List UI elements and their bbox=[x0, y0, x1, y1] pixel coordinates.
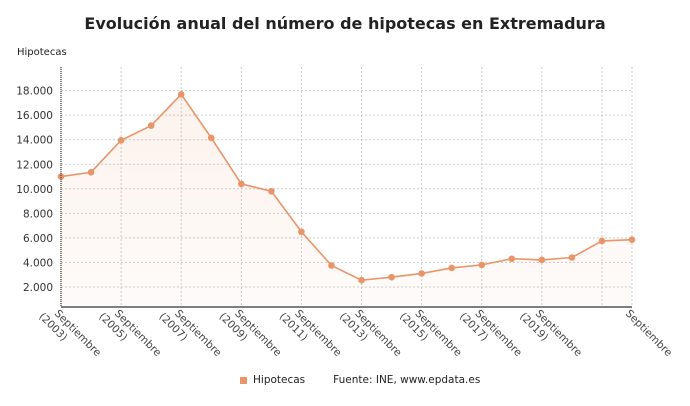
data-point bbox=[57, 173, 65, 180]
series-line bbox=[60, 93, 633, 282]
y-tick-label: 8.000 bbox=[23, 208, 53, 220]
x-tick-label: Septiembre(2003) bbox=[36, 301, 103, 368]
data-point bbox=[628, 236, 636, 244]
x-tick-label: Septiembre(2015) bbox=[397, 301, 464, 368]
y-tick-label: 16.000 bbox=[16, 110, 53, 122]
data-point bbox=[358, 276, 365, 284]
data-point bbox=[328, 262, 335, 269]
data-point bbox=[538, 256, 546, 264]
x-tick-label: Septiembre(2005) bbox=[96, 301, 163, 368]
data-point bbox=[147, 122, 155, 129]
legend: Hipotecas Fuente: INE, www.epdata.es bbox=[240, 374, 480, 386]
y-axis-label: Hipotecas bbox=[17, 47, 67, 58]
legend-label: Hipotecas bbox=[253, 374, 306, 386]
data-point bbox=[478, 261, 486, 269]
data-point bbox=[117, 137, 125, 144]
y-tick-label: 14.000 bbox=[16, 135, 53, 147]
data-point bbox=[508, 255, 516, 263]
y-tick-label: 4.000 bbox=[23, 257, 53, 269]
data-point bbox=[177, 91, 185, 98]
y-tick-label: 2.000 bbox=[23, 282, 53, 294]
x-tick-label: Septiembre(2011) bbox=[277, 301, 344, 368]
data-point bbox=[388, 273, 395, 281]
x-tick-label: Septiembre(2013) bbox=[337, 301, 404, 368]
x-tick-label: Septiembre bbox=[623, 308, 674, 359]
x-tick-label: Septiembre(2007) bbox=[157, 301, 224, 368]
y-tick-label: 18.000 bbox=[16, 86, 53, 98]
x-tick-label: Septiembre(2017) bbox=[457, 301, 524, 368]
y-tick-label: 10.000 bbox=[16, 184, 53, 196]
data-point bbox=[418, 270, 425, 277]
data-point bbox=[568, 254, 576, 261]
data-point bbox=[238, 180, 245, 188]
area-fill bbox=[61, 94, 632, 307]
data-point bbox=[448, 264, 455, 272]
data-point bbox=[87, 168, 95, 176]
x-tick-label: Septiembre(2019) bbox=[517, 301, 584, 368]
data-point bbox=[268, 187, 275, 195]
y-tick-label: 12.000 bbox=[16, 159, 53, 171]
legend-swatch bbox=[240, 376, 247, 384]
data-point bbox=[598, 237, 606, 245]
y-tick-label: 6.000 bbox=[23, 233, 53, 245]
source-text: Fuente: INE, www.epdata.es bbox=[333, 374, 481, 386]
data-point bbox=[207, 134, 215, 142]
chart-title: Evolución anual del número de hipotecas … bbox=[84, 14, 606, 33]
data-point bbox=[298, 228, 305, 236]
x-tick-label: Septiembre(2009) bbox=[217, 301, 284, 368]
